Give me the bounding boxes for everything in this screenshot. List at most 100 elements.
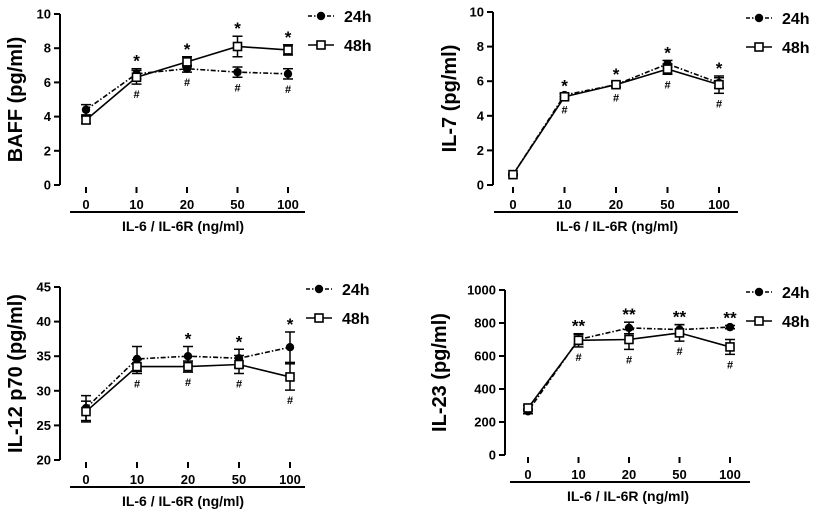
data-point-24h <box>81 105 91 114</box>
x-tick-label: 10 <box>571 467 585 482</box>
series-48h <box>81 354 295 423</box>
x-tick-label: 100 <box>277 197 299 212</box>
x-tick-label: 20 <box>609 197 623 212</box>
significance-hash: # <box>287 395 293 407</box>
significance-star: * <box>561 76 568 95</box>
legend-marker-24h <box>754 287 764 297</box>
legend: 24h 48h <box>746 285 810 331</box>
data-point-48h <box>183 361 193 372</box>
data-point-48h <box>714 79 724 90</box>
significance-star: ** <box>572 317 586 336</box>
data-point-48h <box>285 372 295 382</box>
y-tick-label: 10 <box>470 5 484 20</box>
data-point-24h <box>283 69 293 79</box>
significance-star: * <box>664 43 671 62</box>
significance-star: * <box>236 332 243 351</box>
significance-star: * <box>184 40 191 59</box>
data-point-48h <box>234 359 244 370</box>
x-tick-label: 0 <box>82 197 89 212</box>
significance-star: ** <box>723 308 737 327</box>
series-48h <box>81 35 293 125</box>
legend-label-48h: 48h <box>344 38 372 55</box>
series-24h <box>81 64 293 116</box>
y-tick-label: 2 <box>477 143 484 158</box>
y-axis-label: IL-7 (pg/ml) <box>439 45 461 153</box>
significance-star: * <box>716 59 723 78</box>
data-point-48h <box>559 91 570 102</box>
data-point-48h <box>624 334 634 345</box>
y-tick-label: 800 <box>474 316 496 331</box>
y-tick-label: 10 <box>37 7 51 22</box>
series-48h <box>508 63 724 180</box>
data-point-48h <box>232 41 243 52</box>
significance-hash: # <box>613 92 619 104</box>
x-tick-label: 100 <box>719 467 741 482</box>
panel-il7: 0 2 4 6 8 10 IL-7 (pg/ml) 0 10 20 50 100 IL-6 / IL-6… <box>439 5 810 235</box>
data-point-48h <box>131 72 142 83</box>
significance-hash: # <box>134 379 140 391</box>
x-tick-label: 10 <box>130 472 144 487</box>
series-line-24h <box>85 346 291 409</box>
significance-hash: # <box>664 79 670 91</box>
data-point-24h <box>233 67 242 77</box>
y-tick-label: 35 <box>37 349 51 364</box>
data-point-48h <box>725 342 735 352</box>
legend-marker-24h <box>314 284 324 294</box>
y-tick-label: 400 <box>474 382 496 397</box>
data-point-48h <box>662 64 673 74</box>
x-tick-label: 50 <box>230 197 244 212</box>
x-tick-label: 50 <box>660 197 674 212</box>
y-tick-label: 6 <box>44 75 51 90</box>
panel-il12p70: 20 25 30 35 40 45 IL-12 p70 (pg/ml) 0 10 20 50 100 I… <box>5 280 370 510</box>
y-tick-label: 1000 <box>467 283 496 298</box>
y-axis-label: IL-23 (pg/ml) <box>429 313 451 432</box>
y-tick-label: 40 <box>37 314 51 329</box>
x-tick-label: 50 <box>672 467 686 482</box>
data-point-48h <box>674 328 685 338</box>
x-tick-label: 0 <box>509 197 516 212</box>
x-axis-label: IL-6 / IL-6R (ng/ml) <box>122 218 244 234</box>
y-tick-label: 8 <box>477 39 484 54</box>
x-tick-label: 10 <box>129 197 143 212</box>
data-point-48h <box>573 335 584 346</box>
data-point-48h <box>132 361 142 372</box>
significance-hash: # <box>184 77 190 89</box>
legend: 24h 48h <box>308 9 372 55</box>
significance-hash: # <box>561 104 567 116</box>
y-tick-label: 8 <box>44 41 51 56</box>
legend-marker-48h <box>754 316 764 326</box>
legend-marker-48h <box>316 40 326 50</box>
significance-hash: # <box>575 352 581 364</box>
significance-hash: # <box>285 84 291 96</box>
data-point-48h <box>508 169 518 180</box>
legend-label-24h: 24h <box>782 285 810 302</box>
x-tick-label: 50 <box>232 472 246 487</box>
y-tick-label: 0 <box>489 448 496 463</box>
legend: 24h 48h <box>746 11 810 57</box>
significance-star: ** <box>673 308 687 327</box>
y-tick-label: 6 <box>477 74 484 89</box>
x-tick-label: 0 <box>524 467 531 482</box>
x-axis-label: IL-6 / IL-6R (ng/ml) <box>556 218 678 234</box>
y-axis-label: IL-12 p70 (pg/ml) <box>5 294 27 453</box>
significance-hash: # <box>727 359 733 371</box>
y-tick-label: 600 <box>474 349 496 364</box>
panel-baff: 0 2 4 6 8 10 BAFF (pg/ml) 0 10 20 50 100 IL-6 / IL-6… <box>5 7 372 235</box>
legend-label-24h: 24h <box>342 282 370 299</box>
series-48h <box>523 323 735 413</box>
significance-star: * <box>133 52 140 71</box>
significance-hash: # <box>676 346 682 358</box>
data-point-48h <box>283 45 293 55</box>
y-tick-label: 4 <box>44 109 52 124</box>
y-tick-label: 200 <box>474 415 496 430</box>
legend-label-24h: 24h <box>782 11 810 28</box>
y-tick-label: 2 <box>44 143 51 158</box>
legend-label-24h: 24h <box>344 9 372 26</box>
x-tick-label: 20 <box>180 197 194 212</box>
x-tick-label: 0 <box>82 472 89 487</box>
y-tick-label: 20 <box>37 453 51 468</box>
significance-hash: # <box>133 89 139 101</box>
significance-star: * <box>185 330 192 349</box>
y-tick-label: 0 <box>44 178 51 193</box>
